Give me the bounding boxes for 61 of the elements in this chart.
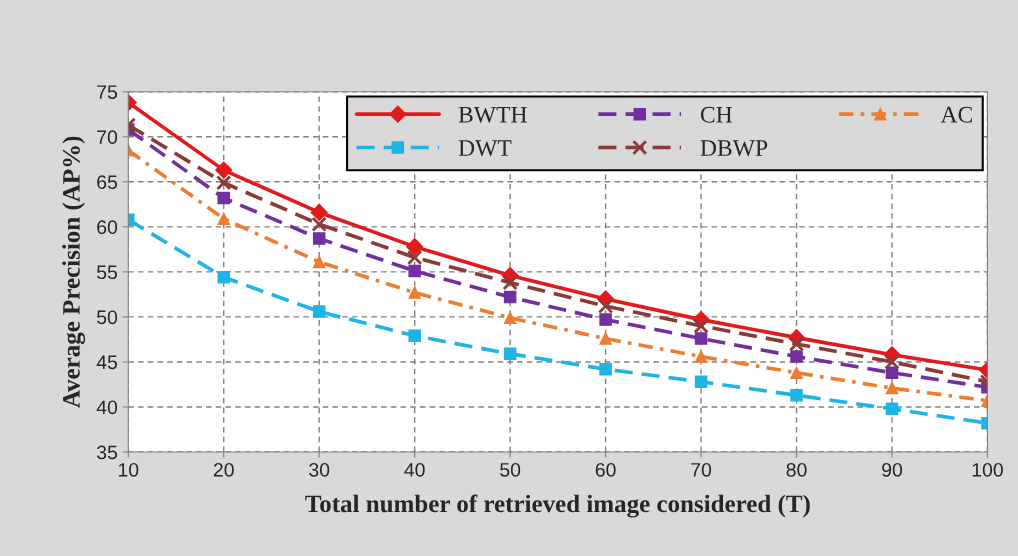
point bbox=[788, 336, 805, 352]
point bbox=[693, 318, 709, 334]
y-tick-label: 55 bbox=[97, 265, 118, 280]
x-tick-label: 20 bbox=[213, 462, 234, 477]
point bbox=[408, 286, 421, 299]
point bbox=[885, 381, 899, 395]
y-tick-label: 65 bbox=[97, 175, 118, 190]
point bbox=[503, 311, 517, 325]
y-tick-label: 50 bbox=[97, 310, 118, 325]
point bbox=[310, 203, 328, 221]
y-tick-label: 75 bbox=[97, 85, 118, 99]
x-tick-label: 30 bbox=[309, 462, 330, 477]
point bbox=[408, 264, 421, 278]
point bbox=[599, 332, 612, 345]
legend-label: DBWP bbox=[700, 140, 768, 157]
point bbox=[312, 255, 326, 269]
point bbox=[694, 332, 708, 345]
y-tick-label: 60 bbox=[97, 220, 118, 235]
point bbox=[599, 313, 612, 326]
x-tick-label: 60 bbox=[595, 462, 616, 477]
y-tick-label: 70 bbox=[97, 130, 118, 145]
point bbox=[217, 212, 230, 225]
point bbox=[790, 389, 803, 402]
point bbox=[406, 238, 424, 256]
point bbox=[885, 366, 899, 380]
y-tick-label: 35 bbox=[96, 445, 118, 460]
point bbox=[790, 350, 803, 363]
point bbox=[216, 175, 232, 191]
legend-label: CH bbox=[700, 106, 733, 123]
point bbox=[885, 402, 899, 416]
x-tick-label: 40 bbox=[404, 462, 425, 477]
point bbox=[503, 290, 517, 304]
point bbox=[407, 249, 423, 266]
point bbox=[215, 161, 233, 179]
point bbox=[884, 354, 900, 370]
point bbox=[790, 366, 803, 380]
x-tick-label: 80 bbox=[786, 462, 807, 477]
x-tick-label: 70 bbox=[691, 462, 712, 477]
legend-label: BWTH bbox=[458, 106, 527, 123]
point bbox=[312, 232, 326, 245]
point bbox=[408, 329, 421, 343]
x-tick-label: 100 bbox=[972, 462, 1003, 477]
point bbox=[502, 275, 518, 291]
x-tick-label: 90 bbox=[882, 462, 903, 477]
point bbox=[311, 216, 327, 232]
point bbox=[694, 375, 708, 389]
point bbox=[217, 271, 230, 284]
point bbox=[599, 362, 612, 376]
legend-label: AC bbox=[940, 106, 972, 123]
point bbox=[217, 191, 230, 205]
legend-label: DWT bbox=[458, 140, 512, 157]
x-tick-label: 50 bbox=[500, 462, 521, 477]
y-tick-label: 45 bbox=[96, 355, 118, 370]
y-axis-title: Average Precision (AP%) bbox=[62, 136, 86, 408]
point bbox=[503, 347, 517, 361]
x-tick-label: 10 bbox=[118, 462, 139, 477]
point bbox=[312, 305, 326, 318]
point bbox=[597, 298, 614, 314]
point bbox=[694, 350, 708, 363]
y-tick-label: 40 bbox=[96, 400, 118, 415]
x-axis-title: Total number of retrieved image considered (T) bbox=[305, 494, 810, 518]
